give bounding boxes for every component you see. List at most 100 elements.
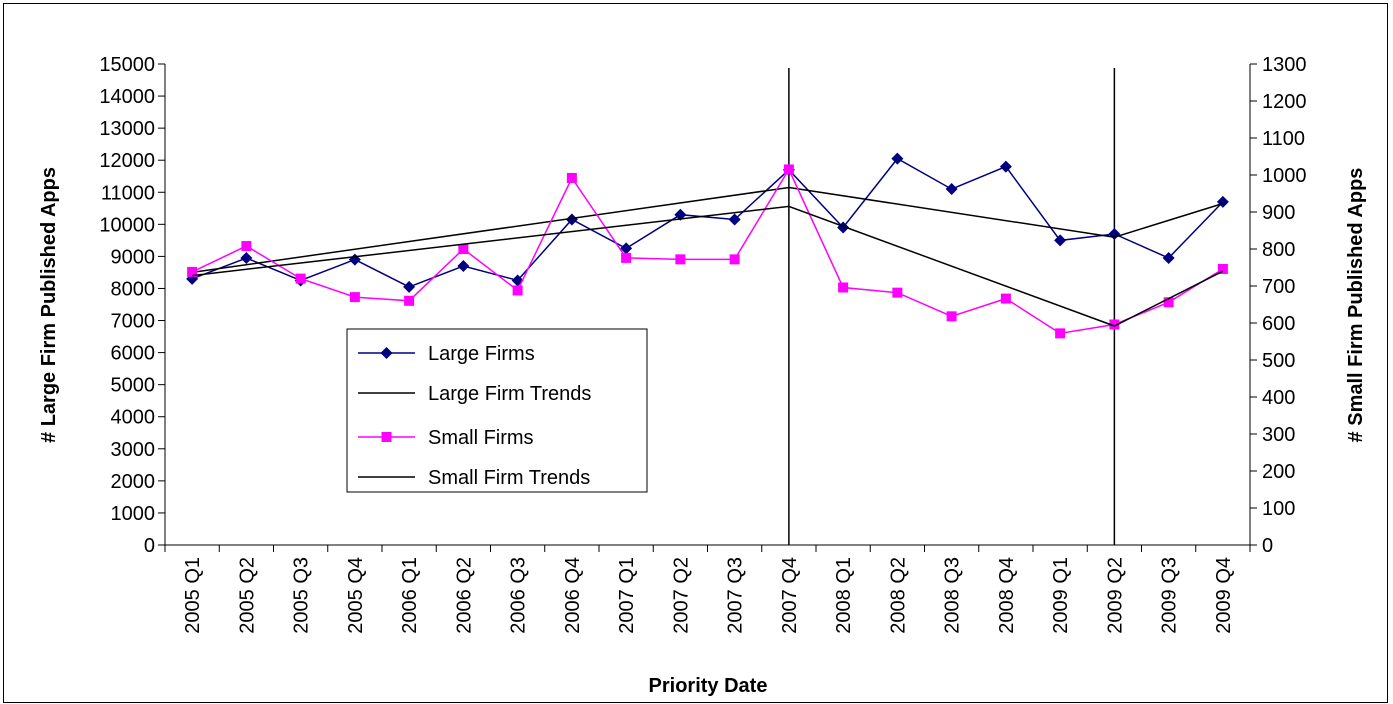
y-right-tick-label: 600 xyxy=(1262,313,1295,335)
x-tick-label: 2005 Q3 xyxy=(291,557,313,634)
x-tick-label: 2008 Q4 xyxy=(996,557,1018,634)
x-tick-label: 2007 Q4 xyxy=(779,557,801,634)
y-left-tick-label: 5000 xyxy=(111,375,156,397)
y-right-tick-label: 1100 xyxy=(1262,128,1305,150)
legend-item-small-firm-trends: Small Firm Trends xyxy=(358,467,590,489)
y-left-tick-label: 4000 xyxy=(111,407,156,429)
data-point-large-firms xyxy=(1054,234,1067,247)
x-tick-label: 2009 Q1 xyxy=(1050,557,1072,634)
y-right-tick-label: 100 xyxy=(1262,498,1295,520)
chart-lines-layer xyxy=(788,68,1116,545)
y-left-tick-label: 8000 xyxy=(111,278,156,300)
data-point-large-firms xyxy=(1162,252,1175,265)
data-point-large-firms xyxy=(728,213,741,226)
y-right-tick-label: 900 xyxy=(1262,202,1295,224)
x-tick-label: 2005 Q1 xyxy=(182,557,204,634)
data-point-large-firms xyxy=(999,160,1012,173)
data-point-small-firms xyxy=(241,241,252,252)
x-tick-label: 2008 Q3 xyxy=(942,557,964,634)
legend-item-large-firm-trends: Large Firm Trends xyxy=(358,383,591,405)
data-point-large-firms xyxy=(240,252,253,265)
chart-frame xyxy=(3,3,1388,703)
legend: Large Firms Large Firm Trends Small Firm… xyxy=(346,328,648,493)
y-left-tick-label: 3000 xyxy=(111,439,156,461)
series-line-small-firm-trends xyxy=(192,205,1224,327)
data-point-large-firms xyxy=(565,213,578,226)
y-left-tick-label: 7000 xyxy=(111,311,156,333)
x-tick-label: 2005 Q4 xyxy=(345,557,367,634)
axes-layer: 0 1000 2000 3000 4000 5000 6000 7000 8000 9000 100… xyxy=(99,54,1306,634)
y-left-tick-label: 14000 xyxy=(99,86,155,108)
y-left-tick-label: 1000 xyxy=(111,503,156,525)
series-layer xyxy=(186,152,1229,339)
x-tick-label: 2006 Q1 xyxy=(399,557,421,634)
legend-item-small-firms: Small Firms xyxy=(358,427,534,449)
legend-box xyxy=(346,328,648,493)
x-tick-label: 2009 Q3 xyxy=(1159,557,1181,634)
data-point-large-firms xyxy=(348,253,361,266)
data-point-small-firms xyxy=(512,285,523,296)
y-left-tick-label: 15000 xyxy=(99,54,155,76)
y-left-tick-label: 9000 xyxy=(111,246,156,268)
x-tick-label: 2008 Q1 xyxy=(833,557,855,634)
data-point-small-firms xyxy=(295,273,306,284)
data-point-small-firms xyxy=(838,282,849,293)
y-left-tick-label: 13000 xyxy=(99,118,155,140)
y-right-tick-label: 800 xyxy=(1262,239,1295,261)
data-point-small-firms xyxy=(1163,297,1174,308)
y-right-tick-label: 400 xyxy=(1262,387,1295,409)
y-axis-left-title: # Large Firm Published Apps xyxy=(38,167,60,443)
y-left-tick-label: 11000 xyxy=(101,182,155,204)
square-marker-icon xyxy=(381,432,392,442)
y-right-tick-label: 300 xyxy=(1262,424,1295,446)
y-right-tick-label: 200 xyxy=(1262,461,1295,483)
y-right-tick-label: 1000 xyxy=(1262,165,1307,187)
series-line-small-firms xyxy=(191,167,1224,335)
data-point-small-firms xyxy=(404,295,415,306)
series-line-large-firm-trends xyxy=(191,186,1224,274)
legend-item-large-firms: Large Firms xyxy=(358,343,535,365)
y-right-tick-label: 500 xyxy=(1262,350,1295,372)
y-right-tick-label: 700 xyxy=(1262,276,1295,298)
legend-label: Small Firm Trends xyxy=(428,467,590,489)
data-point-small-firms xyxy=(729,254,740,265)
data-point-large-firms xyxy=(945,183,958,196)
x-tick-label: 2005 Q2 xyxy=(236,557,258,634)
data-point-large-firms xyxy=(620,242,633,255)
y-left-tick-label: 6000 xyxy=(111,343,156,365)
x-tick-label: 2007 Q3 xyxy=(725,557,747,634)
data-point-small-firms xyxy=(621,252,632,263)
x-axis-title: Priority Date xyxy=(649,675,768,697)
y-right-tick-label: 1300 xyxy=(1262,54,1307,76)
y-left-tick-label: 2000 xyxy=(111,471,156,493)
data-point-large-firms xyxy=(891,152,904,165)
x-tick-label: 2009 Q2 xyxy=(1104,557,1126,634)
y-left-tick-label: 12000 xyxy=(99,150,155,172)
y-left-tick-label: 10000 xyxy=(99,214,155,236)
data-point-small-firms xyxy=(675,254,686,265)
y-axis-right-title: # Small Firm Published Apps xyxy=(1345,168,1367,443)
data-point-small-firms xyxy=(1055,328,1066,339)
data-point-small-firms xyxy=(1217,263,1228,274)
data-point-small-firms xyxy=(1000,293,1011,304)
data-point-small-firms xyxy=(783,164,794,175)
data-point-small-firms xyxy=(187,266,198,277)
x-tick-label: 2007 Q2 xyxy=(670,557,692,634)
data-point-small-firms xyxy=(349,292,360,303)
data-point-large-firms xyxy=(1108,227,1121,240)
series-line-large-firms xyxy=(191,157,1224,288)
x-tick-label: 2008 Q2 xyxy=(887,557,909,634)
legend-label: Small Firms xyxy=(428,427,534,449)
data-point-small-firms xyxy=(566,172,577,183)
data-point-small-firms xyxy=(1109,319,1120,330)
data-point-large-firms xyxy=(403,280,416,293)
legend-label: Large Firms xyxy=(428,343,535,365)
y-left-tick-label: 0 xyxy=(144,535,155,557)
x-tick-label: 2007 Q1 xyxy=(616,557,638,634)
legend-label: Large Firm Trends xyxy=(428,383,591,405)
x-tick-label: 2006 Q2 xyxy=(453,557,475,634)
data-point-small-firms xyxy=(946,311,957,322)
data-point-small-firms xyxy=(892,287,903,298)
diamond-marker-icon xyxy=(380,347,393,359)
